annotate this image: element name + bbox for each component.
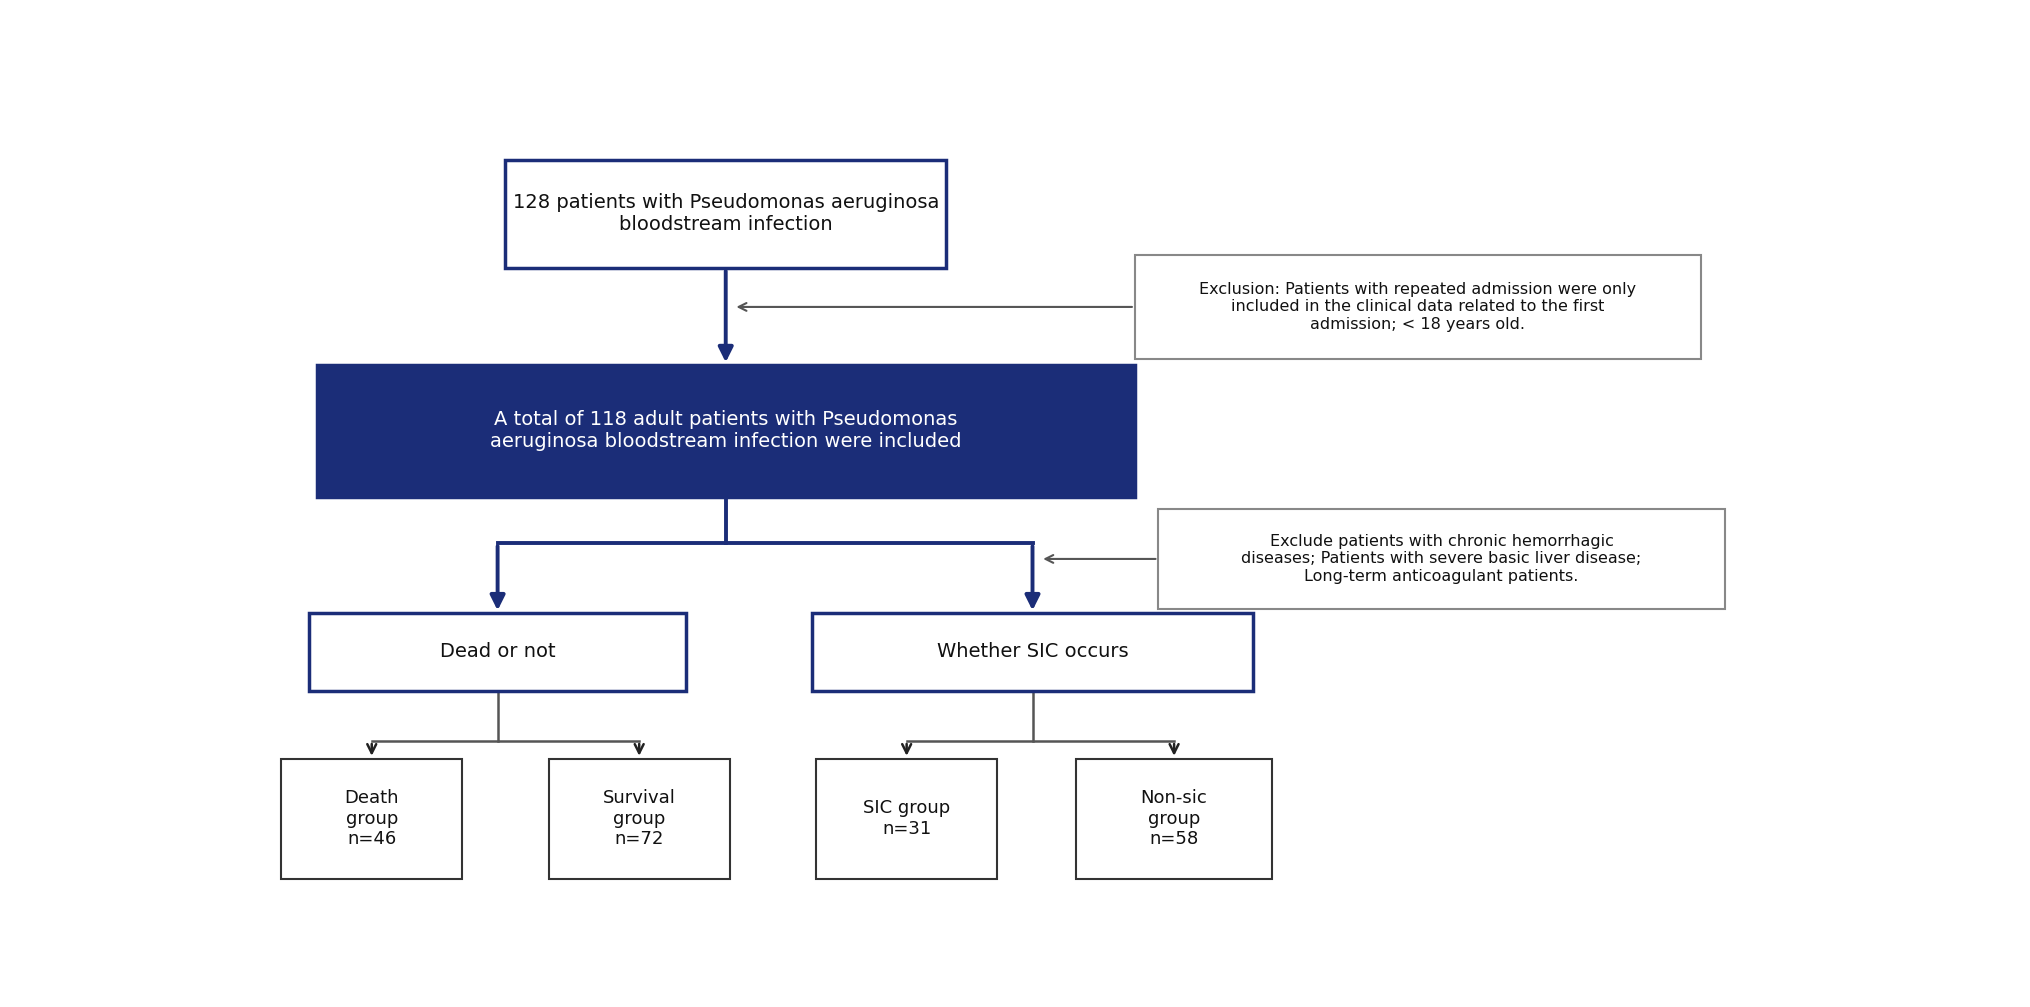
Text: Death
group
n=46: Death group n=46 (345, 788, 400, 849)
FancyBboxPatch shape (1076, 758, 1273, 879)
FancyBboxPatch shape (1135, 255, 1701, 359)
FancyBboxPatch shape (317, 366, 1135, 496)
FancyBboxPatch shape (1159, 509, 1726, 609)
FancyBboxPatch shape (505, 160, 946, 268)
Text: Exclude patients with chronic hemorrhagic
diseases; Patients with severe basic l: Exclude patients with chronic hemorrhagi… (1242, 534, 1642, 584)
FancyBboxPatch shape (816, 758, 997, 879)
Text: Exclusion: Patients with repeated admission were only
included in the clinical d: Exclusion: Patients with repeated admiss… (1200, 282, 1636, 332)
Text: Whether SIC occurs: Whether SIC occurs (936, 642, 1129, 662)
Text: SIC group
n=31: SIC group n=31 (863, 800, 950, 838)
FancyBboxPatch shape (282, 758, 463, 879)
Text: 128 patients with Pseudomonas aeruginosa
bloodstream infection: 128 patients with Pseudomonas aeruginosa… (512, 193, 940, 235)
Text: Dead or not: Dead or not (441, 642, 556, 662)
FancyBboxPatch shape (548, 758, 729, 879)
Text: Non-sic
group
n=58: Non-sic group n=58 (1141, 788, 1208, 849)
Text: Survival
group
n=72: Survival group n=72 (603, 788, 676, 849)
FancyBboxPatch shape (309, 613, 686, 691)
Text: A total of 118 adult patients with Pseudomonas
aeruginosa bloodstream infection : A total of 118 adult patients with Pseud… (489, 411, 962, 451)
FancyBboxPatch shape (812, 613, 1253, 691)
